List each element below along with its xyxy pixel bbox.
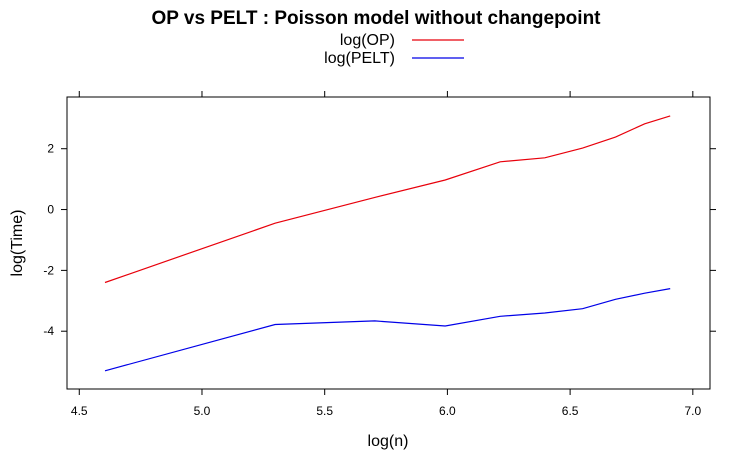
x-tick-label: 5.0	[194, 404, 211, 418]
series-lines	[104, 115, 671, 372]
y-axis-label: log(Time)	[9, 210, 26, 277]
legend-label: log(OP)	[340, 32, 395, 49]
x-tick-label: 5.5	[316, 404, 333, 418]
chart-title: OP vs PELT : Poisson model without chang…	[152, 8, 602, 29]
y-tick-label: 2	[47, 142, 54, 156]
series-line-pelt	[104, 288, 671, 372]
y-tick-label: 0	[47, 203, 54, 217]
legend: log(OP)log(PELT)	[324, 32, 464, 67]
y-tick-label: -4	[43, 324, 54, 338]
y-tick-label: -2	[43, 263, 54, 277]
series-line-op	[104, 115, 671, 284]
x-tick-label: 6.0	[439, 404, 456, 418]
legend-label: log(PELT)	[324, 50, 395, 67]
x-axis-label: log(n)	[368, 433, 409, 450]
axis-ticks: 4.5 5.0 5.5 6.0 6.5 7.0 -4 -2 0 2	[43, 91, 716, 418]
plot-frame	[66, 96, 711, 390]
x-tick-label: 7.0	[684, 404, 701, 418]
x-tick-label: 4.5	[71, 404, 88, 418]
x-tick-label: 6.5	[562, 404, 579, 418]
